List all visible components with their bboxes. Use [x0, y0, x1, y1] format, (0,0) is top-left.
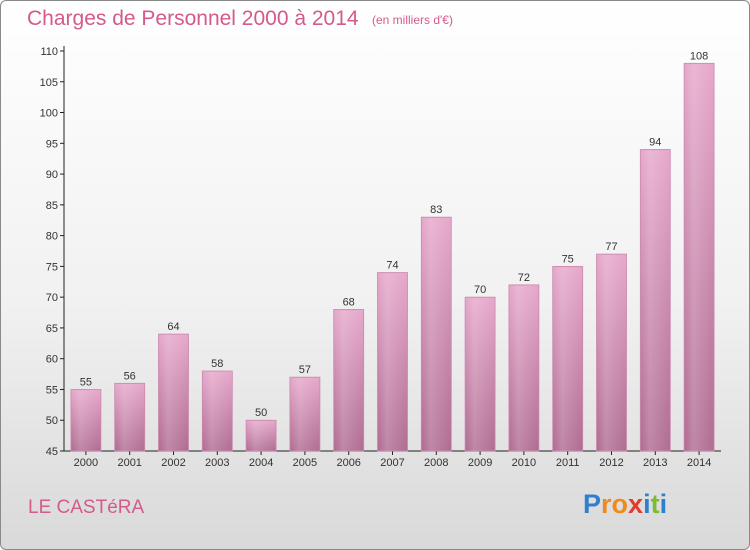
- y-tick-label: 80: [46, 231, 58, 243]
- data-label: 74: [386, 260, 398, 272]
- logo-letter: x: [628, 489, 644, 519]
- bar-highlight: [685, 64, 714, 452]
- labels-group: 2000 55 2001 56 2002 64 2003 58 2004 50 2005 57 2006…: [74, 50, 712, 469]
- y-tick-label: 45: [46, 446, 58, 458]
- data-label: 68: [343, 296, 355, 308]
- x-tick-label: 2010: [512, 457, 536, 469]
- logo-letter: P: [583, 489, 602, 519]
- x-tick-label: 2006: [336, 457, 360, 469]
- proxiti-logo[interactable]: Proxiti: [583, 489, 667, 520]
- bar-highlight: [203, 372, 232, 451]
- bar-highlight: [509, 285, 538, 451]
- bar-highlight: [159, 335, 188, 451]
- bar-highlight: [378, 273, 407, 451]
- logo-letter: i: [643, 489, 651, 519]
- y-tick-label: 100: [40, 108, 58, 120]
- bar-highlight: [597, 255, 626, 451]
- bar-highlight: [290, 378, 319, 451]
- data-label: 55: [80, 376, 92, 388]
- bar-highlight: [422, 218, 451, 451]
- y-tick-label: 55: [46, 384, 58, 396]
- chart-title: Charges de Personnel 2000 à 2014: [27, 7, 359, 30]
- bar-highlight: [71, 390, 100, 451]
- x-tick-label: 2005: [293, 457, 317, 469]
- data-label: 50: [255, 407, 267, 419]
- x-tick-label: 2000: [74, 457, 98, 469]
- y-tick-label: 70: [46, 292, 58, 304]
- x-tick-label: 2002: [161, 457, 185, 469]
- data-label: 56: [124, 370, 136, 382]
- y-tick-label: 75: [46, 261, 58, 273]
- bars-group: [70, 62, 715, 452]
- y-tick-label: 85: [46, 200, 58, 212]
- data-label: 70: [474, 284, 486, 296]
- place-name: LE CASTéRA: [28, 497, 145, 518]
- bar-highlight: [466, 298, 495, 451]
- y-tick-label: 50: [46, 415, 58, 427]
- data-label: 108: [690, 50, 708, 62]
- bar-highlight: [247, 421, 276, 451]
- x-tick-label: 2003: [205, 457, 229, 469]
- y-tick-label: 105: [40, 77, 58, 89]
- x-tick-label: 2012: [599, 457, 623, 469]
- chart-subtitle: (en milliers d'€): [372, 13, 453, 27]
- y-tick-label: 65: [46, 323, 58, 335]
- x-tick-label: 2001: [117, 457, 141, 469]
- y-tick-label: 60: [46, 354, 58, 366]
- logo-letter: r: [601, 489, 612, 519]
- x-tick-label: 2009: [468, 457, 492, 469]
- bar-highlight: [115, 384, 144, 451]
- logo-letter: o: [611, 489, 629, 519]
- data-label: 94: [649, 136, 661, 148]
- x-tick-label: 2008: [424, 457, 448, 469]
- bar-highlight: [553, 267, 582, 451]
- data-label: 75: [562, 253, 574, 265]
- data-label: 64: [167, 321, 179, 333]
- bar-highlight: [334, 310, 363, 451]
- data-label: 58: [211, 358, 223, 370]
- data-label: 57: [299, 364, 311, 376]
- data-label: 77: [605, 241, 617, 253]
- data-label: 83: [430, 204, 442, 216]
- bar-highlight: [641, 150, 670, 451]
- y-tick-label: 110: [40, 46, 58, 58]
- x-tick-label: 2014: [687, 457, 711, 469]
- x-tick-label: 2011: [556, 457, 580, 469]
- x-tick-label: 2013: [643, 457, 667, 469]
- logo-letter: i: [659, 489, 668, 519]
- data-label: 72: [518, 272, 530, 284]
- x-tick-label: 2007: [380, 457, 404, 469]
- y-tick-label: 90: [46, 169, 58, 181]
- y-tick-label: 95: [46, 138, 58, 150]
- logo-letter: t: [650, 489, 660, 519]
- x-tick-label: 2004: [249, 457, 273, 469]
